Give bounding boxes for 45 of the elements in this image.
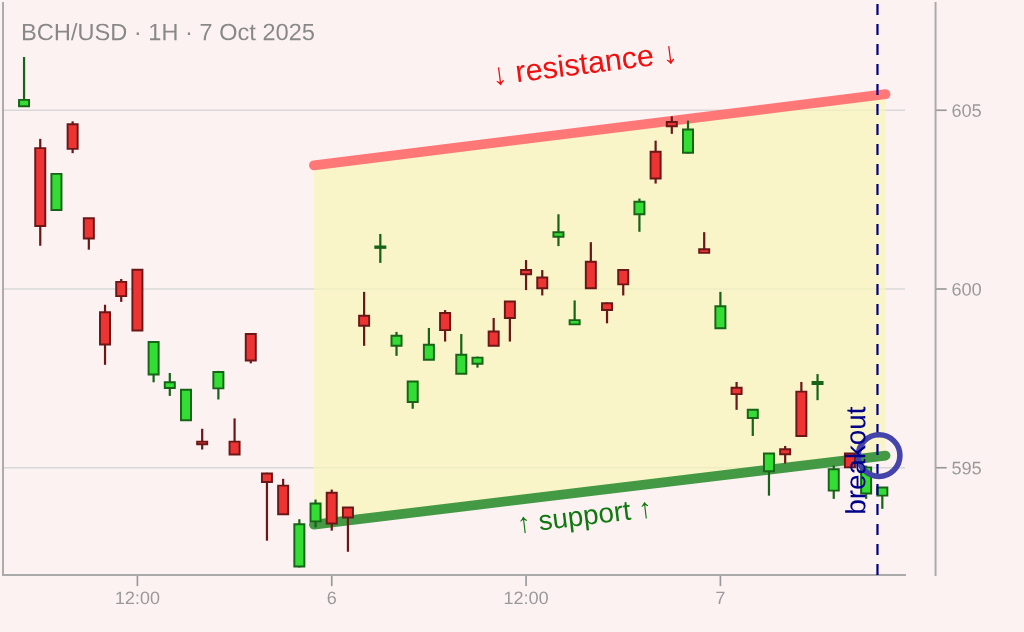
- candlestick: [196, 427, 209, 451]
- candlestick: [18, 55, 31, 108]
- x-tick-label: 12:00: [504, 591, 548, 605]
- y-tick-label: 605: [952, 104, 981, 117]
- annotation: breakout: [845, 406, 866, 513]
- candlestick: [422, 326, 435, 361]
- candlestick: [406, 380, 419, 410]
- candlestick: [617, 268, 630, 297]
- candlestick: [698, 231, 711, 254]
- candlestick: [520, 258, 533, 292]
- candlestick: [260, 471, 273, 542]
- candlestick: [455, 332, 468, 375]
- candlestick: [714, 290, 727, 330]
- text: BCH/USD · 1H · 7 Oct 2025: [22, 23, 314, 41]
- x-tick-label: 6: [327, 591, 336, 605]
- candlestick: [115, 277, 128, 303]
- candlestick: [341, 506, 354, 553]
- candlestick: [633, 197, 646, 233]
- candlestick: [746, 408, 759, 438]
- x-tick-label: 7: [716, 591, 725, 605]
- annotation: ↑ support ↑: [519, 499, 651, 539]
- y-tick-label: 595: [952, 461, 981, 475]
- candlestick: [762, 452, 775, 497]
- candlestick: [827, 464, 840, 500]
- candlestick: [439, 308, 452, 343]
- annotation: ↓ resistance ↓: [494, 40, 675, 86]
- candlestick: [163, 371, 176, 397]
- candlestick: [212, 369, 225, 401]
- candlestick: [228, 417, 241, 456]
- candlestick: [487, 316, 500, 347]
- candlestick: [503, 300, 516, 343]
- candlestick: [374, 232, 387, 265]
- candlestick: [82, 217, 95, 251]
- candlestick: [309, 498, 322, 529]
- candlestick: [358, 290, 371, 347]
- y-tick-label: 600: [952, 282, 981, 296]
- candlestick: [811, 372, 824, 402]
- candlestick: [390, 330, 403, 357]
- x-tick-label: 12:00: [116, 591, 160, 605]
- candlestick: [601, 301, 614, 325]
- candlestick: [730, 380, 743, 411]
- candlestick: [682, 119, 694, 155]
- candlestick: [552, 213, 565, 248]
- candlestick: [568, 299, 581, 326]
- candlestick: [536, 268, 549, 297]
